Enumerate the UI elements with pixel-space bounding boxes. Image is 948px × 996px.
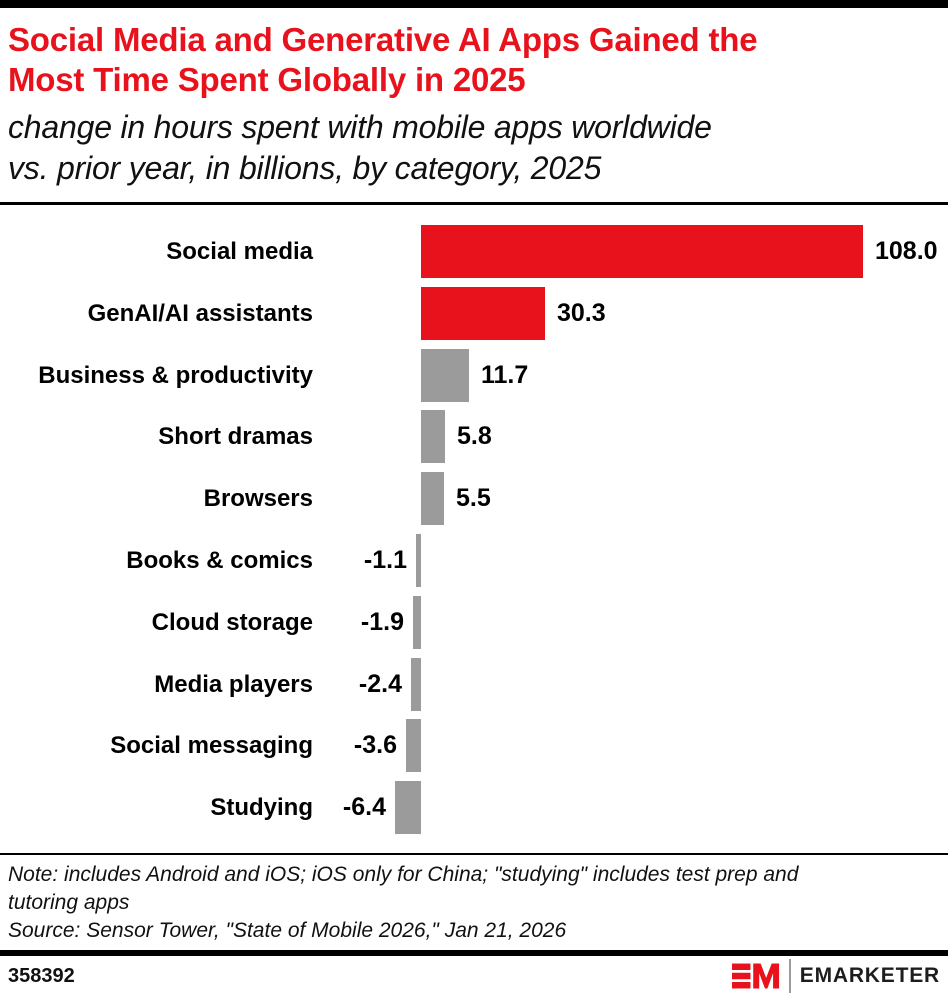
category-label: Books & comics [126,547,313,574]
footnote-divider [0,853,948,855]
value-label: 108.0 [875,237,938,265]
bar [413,596,421,649]
chart-subtitle: change in hours spent with mobile apps w… [8,108,712,186]
value-label: 11.7 [481,361,529,389]
value-label: 5.5 [456,484,491,512]
category-label: Business & productivity [38,362,313,389]
chart-note: Note: includes Android and iOS; iOS only… [8,863,799,914]
value-label: 5.8 [457,422,492,450]
chart-title: Social Media and Generative AI Apps Gain… [8,21,758,98]
chart-source: Source: Sensor Tower, "State of Mobile 2… [8,918,567,942]
bar [421,410,445,463]
em-logo-mark-icon [731,963,779,989]
chart-id: 358392 [8,964,75,987]
top-accent-bar [0,0,948,8]
emarketer-wordmark: EMARKETER [799,964,940,987]
value-label: -1.1 [363,546,407,574]
category-label: Media players [154,671,313,698]
value-label: -1.9 [360,608,404,636]
bar [411,658,421,711]
bar [421,349,469,402]
category-label: Social messaging [110,732,313,759]
category-label: Studying [210,794,313,821]
category-label: Browsers [203,485,313,512]
value-label: -6.4 [342,793,386,821]
chart-notes: Note: includes Android and iOS; iOS only… [0,855,948,950]
chart-header: Social Media and Generative AI Apps Gain… [0,8,948,202]
value-label: -2.4 [358,670,402,698]
bar [416,534,421,587]
category-label: GenAI/AI assistants [87,300,313,327]
bar [421,225,863,278]
logo-divider [788,959,791,993]
footer-row: 358392 EMARKETER [0,956,948,996]
footer-divider-bar [0,950,948,956]
header-divider [0,202,948,205]
bar [421,287,545,340]
category-label: Social media [166,238,313,265]
value-label: 30.3 [557,299,606,327]
value-label: -3.6 [353,731,397,759]
emarketer-logo: EMARKETER [731,959,940,993]
bar [421,472,444,525]
category-label: Short dramas [158,423,313,450]
bar [395,781,421,834]
bar-chart: Social media 108.0 GenAI/AI assistants 30.3… [0,205,948,853]
bar [406,719,421,772]
category-label: Cloud storage [151,609,313,636]
